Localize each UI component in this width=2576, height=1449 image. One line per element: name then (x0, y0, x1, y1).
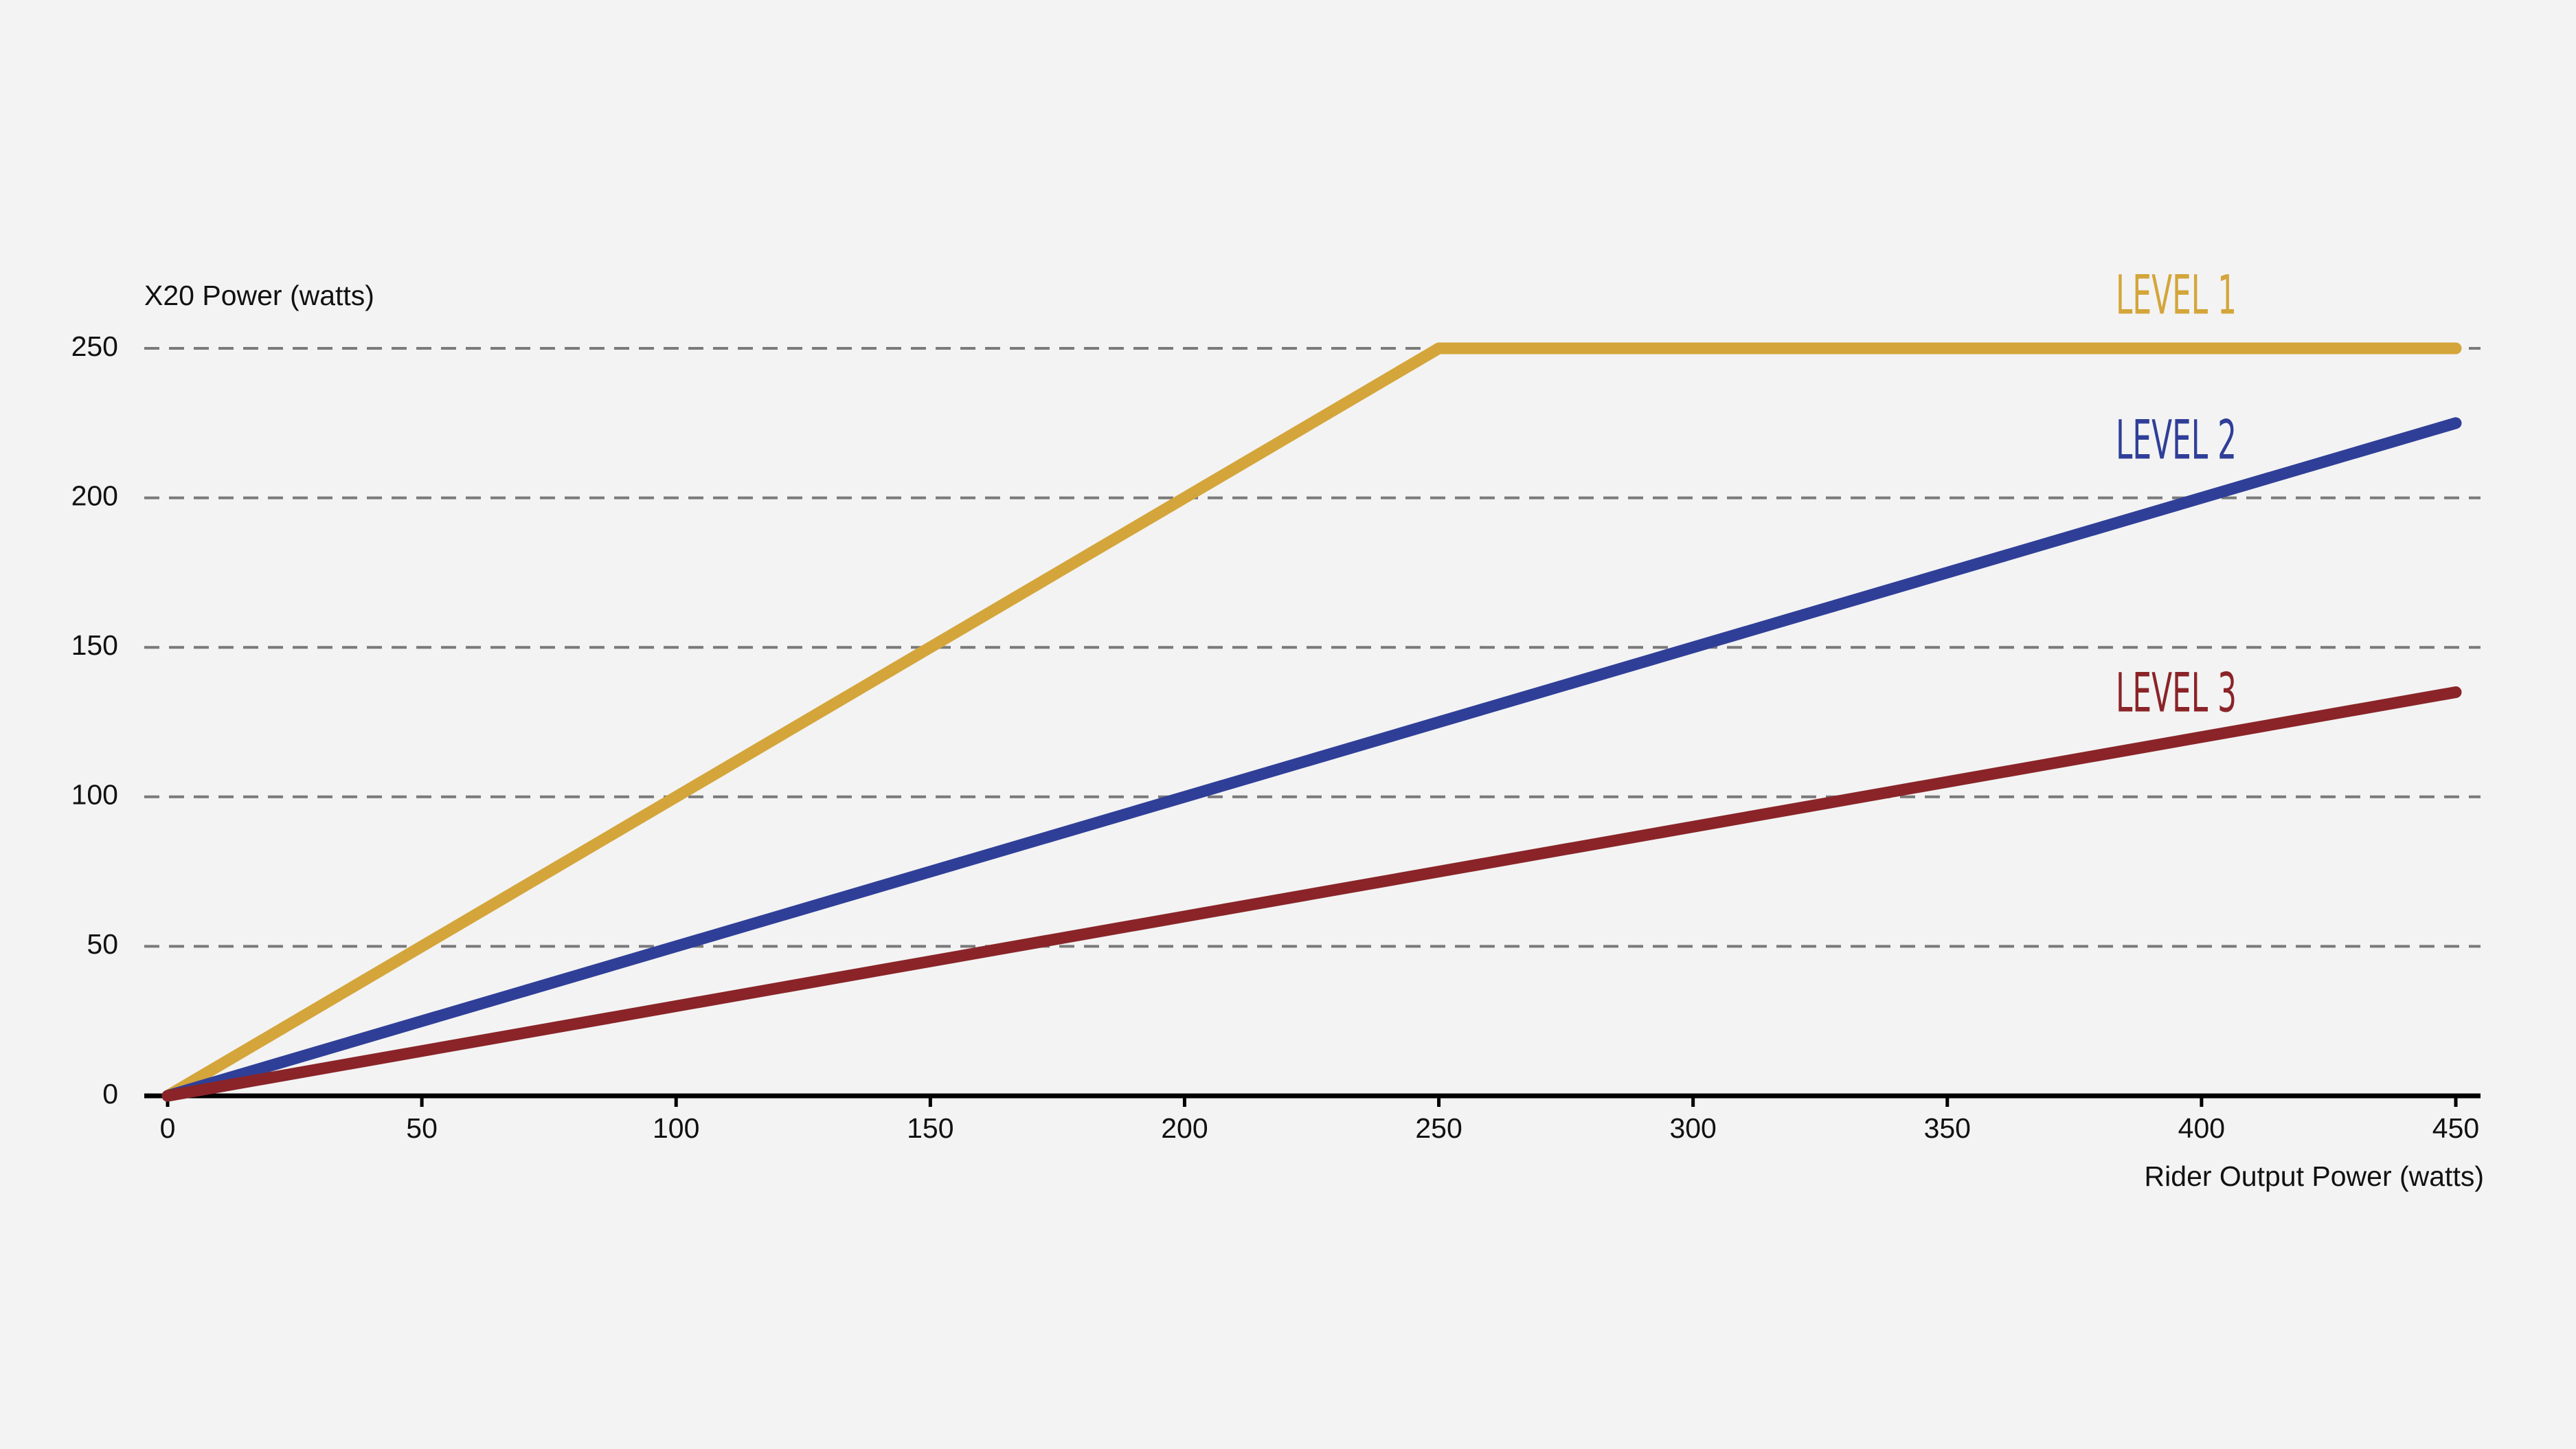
x-tick-label: 100 (653, 1112, 699, 1144)
y-tick-label: 150 (71, 629, 118, 661)
series-label: LEVEL 3 (2116, 662, 2237, 724)
x-tick-label: 250 (1415, 1112, 1462, 1144)
x-tick-label: 300 (1669, 1112, 1716, 1144)
y-tick-label: 200 (71, 480, 118, 511)
x-tick-label: 150 (907, 1112, 953, 1144)
x-tick-label: 50 (406, 1112, 438, 1144)
series-label: LEVEL 1 (2116, 265, 2237, 326)
x-tick-label: 450 (2432, 1112, 2479, 1144)
series-line (161, 342, 2462, 1102)
y-tick-label: 50 (87, 928, 118, 960)
x-tick-label: 0 (160, 1112, 176, 1144)
y-tick-label: 100 (71, 779, 118, 811)
series-line (161, 686, 2462, 1102)
y-tick-label: 250 (71, 330, 118, 362)
x-tick-label: 350 (1924, 1112, 1971, 1144)
series-label: LEVEL 2 (2116, 409, 2237, 471)
y-tick-label: 0 (102, 1078, 118, 1110)
x-axis-label: Rider Output Power (watts) (2145, 1160, 2484, 1192)
x-tick-label: 400 (2178, 1112, 2225, 1144)
series-line (161, 417, 2462, 1102)
x-tick-label: 200 (1161, 1112, 1208, 1144)
y-axis-label: X20 Power (watts) (144, 280, 374, 311)
